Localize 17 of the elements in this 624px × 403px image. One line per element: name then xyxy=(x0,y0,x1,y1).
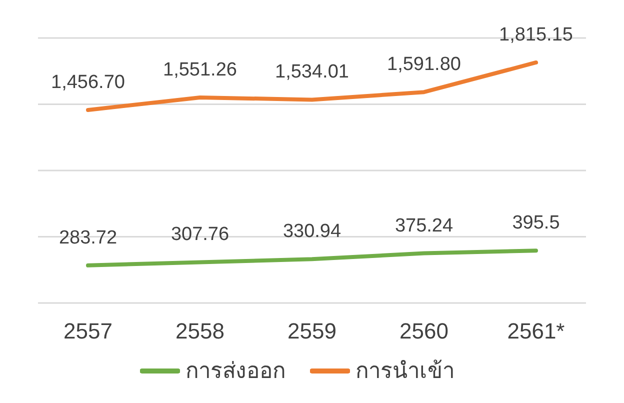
data-label: 1,534.01 xyxy=(275,62,349,83)
legend-label: การนำเข้า xyxy=(356,357,454,385)
data-label: 283.72 xyxy=(58,227,118,248)
x-tick-label: 2561* xyxy=(507,318,566,344)
x-tick-label: 2558 xyxy=(176,318,224,344)
data-label: 375.24 xyxy=(394,215,454,236)
data-label: 1,815.15 xyxy=(499,24,573,46)
data-label: 307.76 xyxy=(170,224,230,246)
data-label: 1,551.26 xyxy=(163,59,237,80)
x-tick-label: 2557 xyxy=(64,318,112,344)
x-tick-label: 2559 xyxy=(288,318,336,344)
x-tick-label: 2560 xyxy=(400,318,448,344)
legend-label: การส่งออก xyxy=(186,357,286,385)
data-label: 395.5 xyxy=(512,212,560,234)
data-label: 1,591.80 xyxy=(387,54,461,76)
data-label: 330.94 xyxy=(282,221,342,242)
data-label: 1,456.70 xyxy=(51,72,125,93)
